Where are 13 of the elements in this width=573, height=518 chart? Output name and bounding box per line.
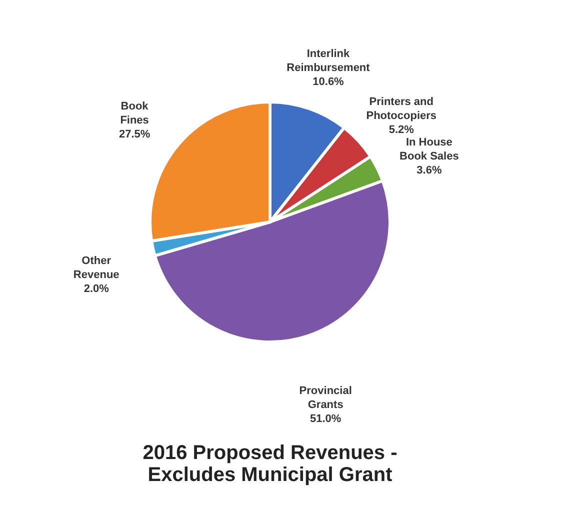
slice-label: Book Fines xyxy=(120,100,150,127)
data-label: 27.5% xyxy=(118,128,150,141)
data-label: 51.0% xyxy=(310,413,342,426)
slice-label: In House Book Sales xyxy=(400,136,459,162)
data-label: 5.2% xyxy=(388,124,414,136)
data-label: 2.0% xyxy=(84,283,110,296)
data-label: 3.6% xyxy=(416,164,442,176)
slice-label: Other Revenue xyxy=(73,255,120,282)
slice-label: Interlink Reimbursement xyxy=(286,48,370,74)
slice-label: Provincial Grants xyxy=(299,385,352,412)
slice-label: Printers and Photocopiers xyxy=(366,96,437,122)
text: 2016 Proposed Revenues - Excludes Municipal Grant xyxy=(142,442,398,486)
data-label: 10.6% xyxy=(312,76,344,88)
